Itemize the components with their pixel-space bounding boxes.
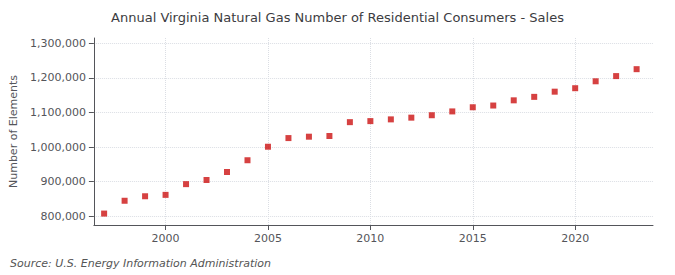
svg-text:2020: 2020 <box>561 232 589 245</box>
svg-text:2005: 2005 <box>254 232 282 245</box>
svg-text:900,000: 900,000 <box>40 175 86 188</box>
svg-text:1,100,000: 1,100,000 <box>30 106 86 119</box>
svg-text:2010: 2010 <box>356 232 384 245</box>
svg-text:2000: 2000 <box>152 232 180 245</box>
svg-text:Annual Virginia Natural Gas Nu: Annual Virginia Natural Gas Number of Re… <box>111 10 564 25</box>
svg-text:1,000,000: 1,000,000 <box>30 141 86 154</box>
svg-text:1,200,000: 1,200,000 <box>30 71 86 84</box>
svg-text:1,300,000: 1,300,000 <box>30 37 86 50</box>
svg-text:800,000: 800,000 <box>40 210 86 223</box>
svg-text:2015: 2015 <box>459 232 487 245</box>
svg-text:Number of Elements: Number of Elements <box>7 75 20 188</box>
svg-text:Source: U.S. Energy Informatio: Source: U.S. Energy Information Administ… <box>10 257 271 270</box>
